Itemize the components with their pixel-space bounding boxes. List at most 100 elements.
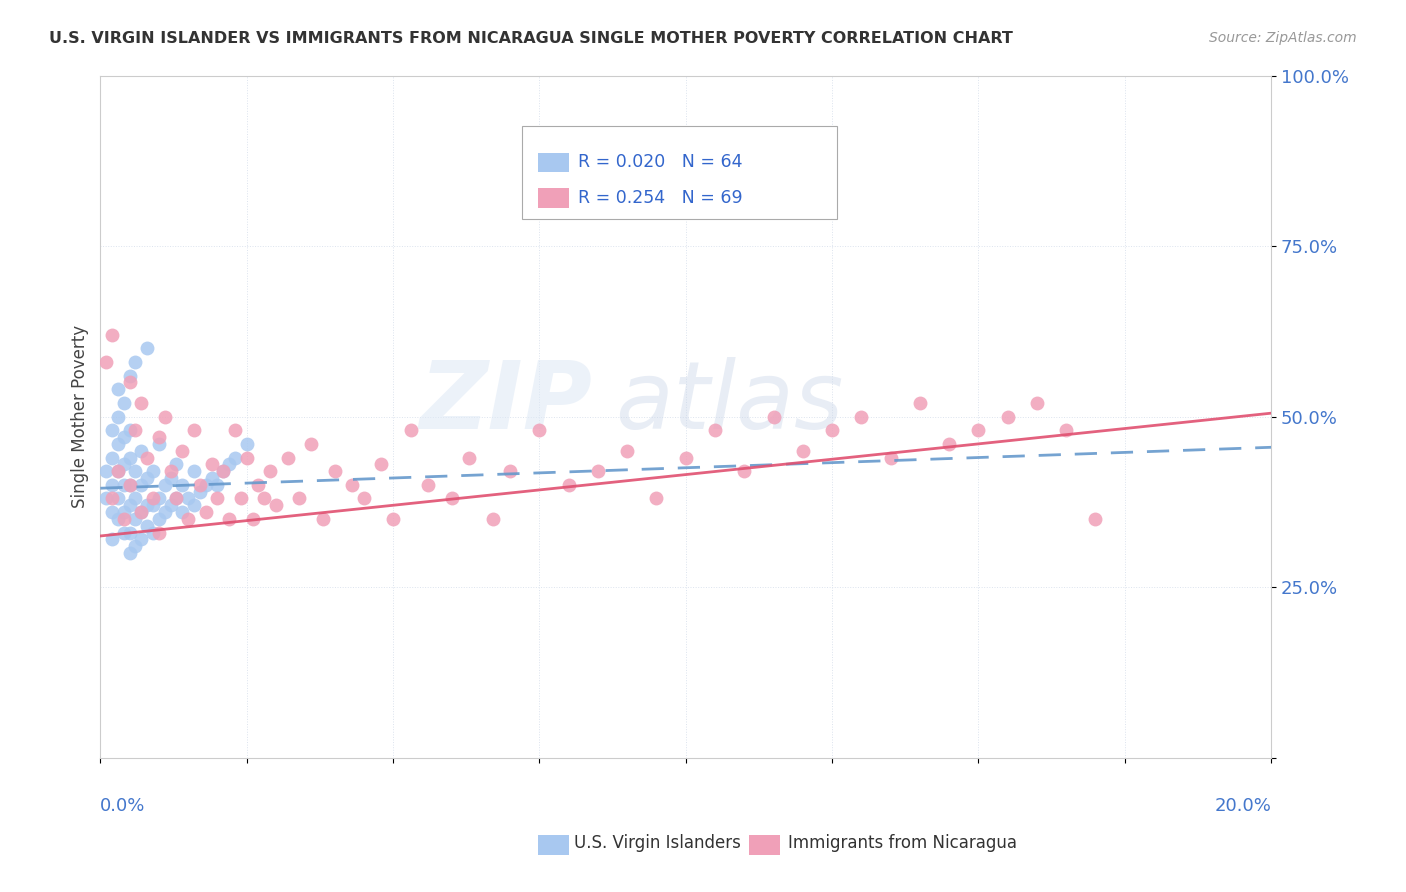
Point (277, 450, 299, 465)
Point (353, 491, 375, 506)
Text: Source: ZipAtlas.com: Source: ZipAtlas.com (1209, 31, 1357, 45)
Point (183, 498, 205, 512)
Point (142, 491, 165, 506)
Point (733, 464, 755, 478)
Point (586, 464, 609, 478)
Point (172, 505, 194, 519)
Point (418, 478, 440, 492)
Point (101, 491, 124, 506)
Point (224, 423, 246, 437)
Point (131, 505, 153, 519)
Point (194, 505, 217, 519)
Point (159, 498, 181, 512)
Point (118, 423, 141, 437)
Point (142, 525, 165, 540)
Point (101, 327, 124, 342)
Point (340, 478, 363, 492)
Point (118, 368, 141, 383)
Point (118, 478, 141, 492)
Point (997, 409, 1019, 424)
Point (264, 498, 287, 512)
Point (458, 450, 481, 465)
Point (370, 458, 392, 472)
Point (675, 450, 697, 465)
Point (159, 464, 181, 478)
Point (131, 396, 153, 410)
Point (124, 539, 146, 553)
Text: R = 0.020   N = 64: R = 0.020 N = 64 (578, 153, 742, 171)
Point (165, 491, 187, 506)
Text: atlas: atlas (616, 358, 844, 449)
Point (101, 450, 124, 465)
Point (136, 450, 159, 465)
Point (247, 478, 270, 492)
Point (131, 505, 153, 519)
Text: ZIP: ZIP (419, 357, 592, 449)
Point (136, 471, 159, 485)
Point (200, 458, 222, 472)
Point (529, 423, 551, 437)
Text: U.S. Virgin Islanders: U.S. Virgin Islanders (575, 834, 741, 852)
Point (212, 464, 235, 478)
Point (645, 491, 668, 506)
Point (148, 512, 170, 526)
Point (136, 342, 159, 356)
Point (312, 512, 335, 526)
Point (118, 478, 141, 492)
Point (704, 423, 727, 437)
Point (118, 498, 141, 512)
Point (177, 512, 200, 526)
Point (207, 478, 229, 492)
Point (851, 409, 873, 424)
Point (107, 409, 129, 424)
Point (131, 478, 153, 492)
Point (557, 478, 579, 492)
Point (107, 464, 129, 478)
Point (1084, 512, 1107, 526)
Point (172, 443, 194, 458)
Point (112, 525, 135, 540)
Point (131, 533, 153, 547)
Point (153, 478, 176, 492)
Point (481, 512, 503, 526)
Point (253, 491, 276, 506)
Point (96, 355, 118, 369)
Point (112, 512, 135, 526)
Point (112, 505, 135, 519)
Point (165, 458, 187, 472)
Point (131, 443, 153, 458)
Point (107, 464, 129, 478)
Point (136, 498, 159, 512)
Point (148, 430, 170, 444)
Text: R = 0.254   N = 69: R = 0.254 N = 69 (578, 189, 742, 207)
Point (112, 458, 135, 472)
Point (183, 464, 205, 478)
Point (235, 450, 257, 465)
Point (200, 471, 222, 485)
Point (101, 478, 124, 492)
Point (118, 376, 141, 390)
Point (153, 409, 176, 424)
Point (299, 437, 322, 451)
Point (153, 505, 176, 519)
Point (101, 533, 124, 547)
Point (165, 491, 187, 506)
Point (242, 512, 264, 526)
Point (118, 525, 141, 540)
Point (96, 491, 118, 506)
Point (101, 423, 124, 437)
Point (792, 443, 814, 458)
Point (159, 471, 181, 485)
Point (229, 491, 252, 506)
Point (112, 478, 135, 492)
Point (188, 478, 211, 492)
Point (148, 491, 170, 506)
Point (107, 491, 129, 506)
Point (224, 450, 246, 465)
Point (879, 450, 901, 465)
Point (148, 437, 170, 451)
Point (235, 437, 257, 451)
Point (499, 464, 522, 478)
Point (1026, 396, 1049, 410)
Point (107, 437, 129, 451)
